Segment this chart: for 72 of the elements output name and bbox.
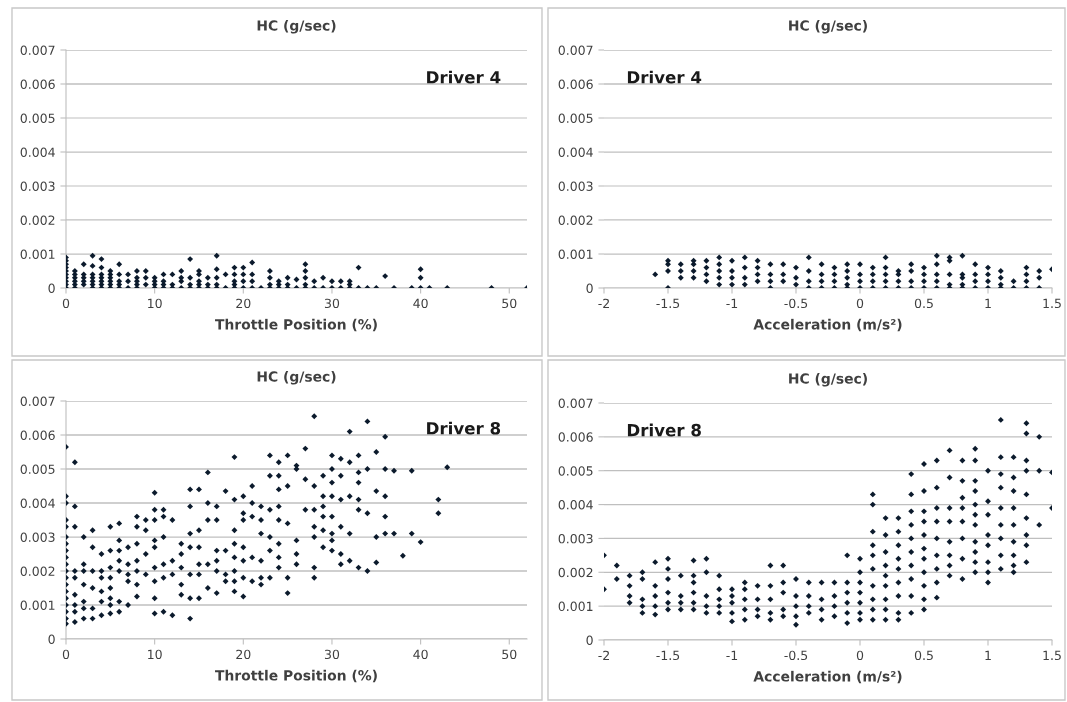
x-tick-label: -0.5 — [784, 650, 808, 661]
x-tick-label: 40 — [413, 298, 428, 309]
x-tick-label: 0 — [856, 650, 864, 661]
x-tick-label: 10 — [148, 298, 162, 309]
x-tick-label: 40 — [413, 649, 428, 660]
y-tick-label: 0.007 — [20, 45, 55, 55]
x-tick-label: 1 — [985, 298, 991, 308]
x-tick-label: 1 — [985, 650, 991, 660]
x-axis-title: Throttle Position (%) — [215, 318, 377, 332]
y-tick-label: 0.002 — [558, 567, 593, 578]
x-tick-label: 50 — [502, 649, 517, 660]
x-tick-label: 0 — [856, 298, 864, 309]
x-tick-label: 0 — [62, 649, 70, 660]
y-tick-label: 0.004 — [558, 500, 593, 510]
chart-title: HC (g/sec) — [789, 373, 867, 387]
y-tick-label: 0 — [48, 634, 55, 644]
y-tick-label: 0.007 — [558, 398, 593, 408]
x-axis-title: Acceleration (m/s²) — [753, 670, 902, 684]
x-axis-title: Acceleration (m/s²) — [753, 318, 902, 332]
y-tick-label: 0.005 — [558, 113, 593, 123]
y-tick-label: 0.004 — [20, 147, 55, 157]
x-tick-label: 30 — [324, 649, 340, 660]
annotation: Driver 4 — [627, 70, 702, 84]
y-tick-label: 0.003 — [20, 181, 55, 191]
x-tick-label: -0.5 — [784, 298, 808, 309]
chart-title: HC (g/sec) — [257, 371, 336, 385]
x-tick-label: 50 — [502, 298, 517, 309]
y-tick-label: 0.001 — [558, 249, 593, 259]
x-tick-label: 20 — [236, 298, 251, 309]
y-tick-label: 0 — [48, 283, 55, 293]
x-tick-label: 20 — [236, 649, 251, 660]
x-tick-label: 0.5 — [914, 650, 933, 661]
x-tick-label: 0 — [62, 298, 70, 309]
y-tick-label: 0.007 — [20, 396, 55, 406]
x-tick-label: -1 — [726, 298, 738, 308]
annotation: Driver 8 — [627, 423, 701, 437]
chart-title: HC (g/sec) — [789, 20, 867, 34]
y-tick-label: 0.001 — [20, 249, 55, 259]
y-tick-label: 0.007 — [558, 45, 593, 55]
y-tick-label: 0.006 — [20, 430, 55, 440]
x-axis-title: Throttle Position (%) — [215, 669, 377, 683]
annotation: Driver 8 — [427, 421, 501, 435]
y-tick-label: 0 — [586, 283, 593, 293]
x-tick-label: 1.5 — [1043, 298, 1061, 309]
y-tick-label: 0.006 — [558, 432, 593, 442]
y-tick-label: 0.005 — [20, 464, 55, 474]
y-tick-label: 0 — [586, 635, 593, 645]
y-tick-label: 0.001 — [558, 601, 593, 612]
x-tick-label: 10 — [148, 649, 162, 660]
annotation: Driver 4 — [427, 70, 501, 84]
y-tick-label: 0.004 — [20, 498, 55, 508]
x-tick-label: 1.5 — [1043, 650, 1061, 661]
y-tick-label: 0.006 — [20, 79, 55, 89]
y-tick-label: 0.005 — [20, 113, 55, 123]
x-tick-label: -2 — [598, 650, 609, 660]
x-tick-label: -1.5 — [656, 650, 680, 661]
y-tick-label: 0.005 — [558, 466, 593, 476]
y-tick-label: 0.002 — [558, 215, 593, 225]
x-tick-label: -1 — [726, 650, 738, 660]
y-tick-label: 0.002 — [20, 566, 55, 576]
x-tick-label: 30 — [324, 298, 340, 309]
y-tick-label: 0.004 — [558, 147, 593, 157]
x-tick-label: -1.5 — [656, 298, 680, 309]
y-tick-label: 0.001 — [20, 600, 55, 610]
y-tick-label: 0.003 — [558, 181, 593, 191]
chart-title: HC (g/sec) — [257, 20, 336, 34]
x-tick-label: 0.5 — [914, 298, 933, 309]
y-tick-label: 0.006 — [558, 79, 593, 89]
y-tick-label: 0.003 — [558, 533, 593, 544]
y-tick-label: 0.002 — [20, 215, 55, 225]
x-tick-label: -2 — [598, 298, 609, 308]
y-tick-label: 0.003 — [20, 532, 55, 542]
